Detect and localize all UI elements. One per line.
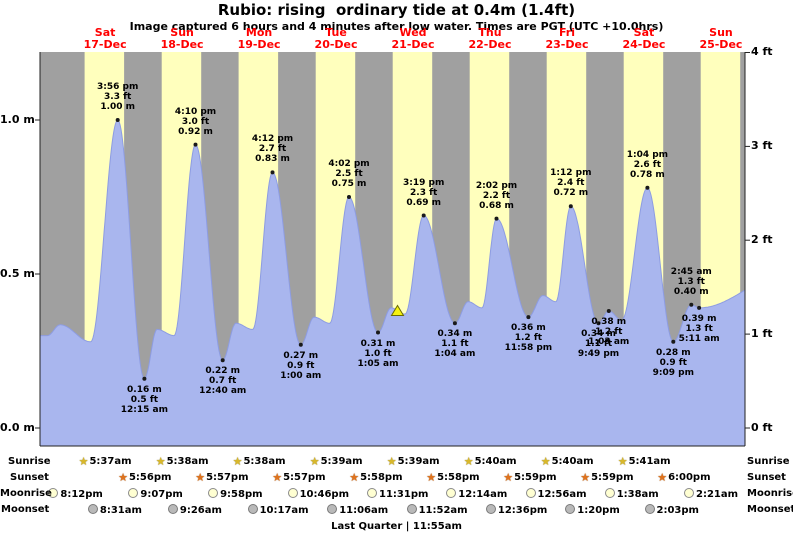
tide-extreme-dot bbox=[452, 321, 457, 326]
tide-extreme-dot bbox=[606, 309, 611, 313]
tide-extreme-dot bbox=[689, 302, 694, 307]
tide-extreme-dot bbox=[671, 339, 676, 344]
sunrise-label-left: Sunrise bbox=[8, 456, 51, 467]
moon-phase-footer: Last Quarter | 11:55am bbox=[331, 521, 462, 532]
tide-extreme-dot bbox=[298, 342, 303, 347]
moonrise-label-left: Moonrise bbox=[0, 488, 52, 499]
tide-extreme-dot bbox=[526, 315, 531, 320]
sunset-label-left: Sunset bbox=[10, 472, 49, 483]
tide-extreme-dot bbox=[220, 358, 225, 363]
page-title: Rubio: rising ordinary tide at 0.4m (1.4… bbox=[217, 1, 576, 19]
tide-extreme-dot bbox=[697, 305, 702, 310]
tide-extreme-dot bbox=[347, 195, 351, 199]
page-subtitle: Image captured 6 hours and 4 minutes aft… bbox=[129, 20, 664, 33]
tide-area bbox=[40, 120, 745, 446]
tide-extreme-dot bbox=[115, 118, 120, 122]
moonrise-label-right: Moonrise bbox=[747, 488, 793, 499]
tide-extreme-dot bbox=[193, 142, 198, 147]
tide-extreme-dot bbox=[376, 330, 380, 335]
tide-curve bbox=[40, 119, 746, 380]
sunrise-label-right: Sunrise bbox=[747, 456, 790, 467]
tide-extreme-dot bbox=[270, 170, 275, 175]
moonset-label-left: Moonset bbox=[1, 504, 50, 515]
tide-extreme-dot bbox=[142, 376, 147, 381]
tide-extreme-dot bbox=[645, 185, 650, 190]
tide-extreme-dot bbox=[421, 213, 426, 218]
tide-extreme-dot bbox=[568, 204, 573, 209]
sunset-label-right: Sunset bbox=[747, 472, 786, 483]
moonset-label-right: Moonset bbox=[747, 504, 793, 515]
tide-extreme-dot bbox=[596, 321, 601, 326]
tide-extreme-dot bbox=[494, 216, 499, 221]
current-time-marker bbox=[390, 304, 405, 316]
